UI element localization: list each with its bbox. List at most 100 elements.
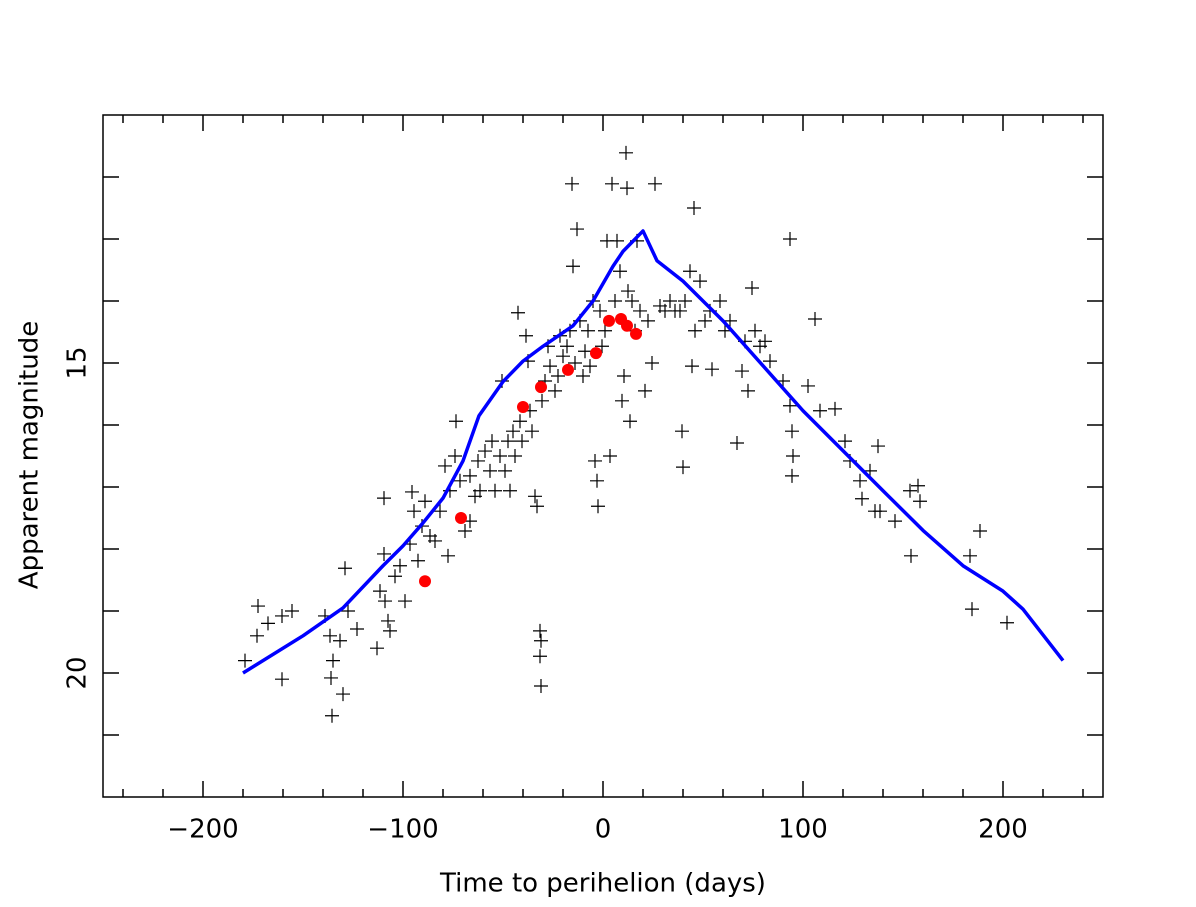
- data-point: [325, 708, 339, 723]
- data-point: [741, 383, 755, 398]
- x-tick-label: −200: [167, 815, 238, 845]
- data-point: [963, 548, 977, 563]
- data-point: [535, 393, 549, 408]
- data-point: [871, 439, 885, 454]
- data-point: [593, 303, 607, 318]
- data-point: [785, 424, 799, 439]
- data-point: [407, 504, 421, 519]
- data-point: [813, 403, 827, 418]
- x-tick-label: 100: [778, 815, 828, 845]
- data-point: [373, 584, 387, 599]
- data-point: [448, 449, 462, 463]
- data-point: [619, 145, 633, 160]
- x-tick-label: 200: [978, 815, 1028, 845]
- data-point: [566, 259, 580, 274]
- data-point: [748, 323, 762, 338]
- data-point: [853, 473, 867, 488]
- data-point: [713, 294, 727, 308]
- data-point: [275, 672, 289, 687]
- data-point: [581, 323, 595, 338]
- data-point: [441, 548, 455, 563]
- data-point: [676, 460, 690, 475]
- data-point: [745, 280, 759, 295]
- data-point: [515, 434, 529, 449]
- data-point: [705, 362, 719, 377]
- data-point: [687, 201, 701, 215]
- data-point: [453, 473, 467, 488]
- data-point: [483, 463, 497, 478]
- highlight-point: [590, 347, 602, 360]
- data-point: [333, 633, 347, 648]
- data-point: [261, 616, 275, 631]
- data-point: [617, 369, 631, 384]
- highlight-point: [621, 319, 633, 332]
- data-point: [508, 449, 522, 463]
- data-point: [458, 524, 472, 539]
- data-point: [498, 463, 512, 478]
- data-point: [623, 414, 637, 429]
- data-point: [341, 604, 355, 618]
- data-point: [838, 434, 852, 449]
- data-point: [641, 313, 655, 328]
- data-point: [663, 294, 677, 308]
- data-point: [965, 602, 979, 617]
- data-point: [551, 369, 565, 384]
- data-point: [418, 494, 432, 509]
- data-point: [560, 339, 574, 354]
- data-point: [633, 303, 647, 318]
- data-point: [591, 499, 605, 514]
- data-point: [904, 548, 918, 563]
- data-point: [534, 633, 548, 648]
- y-axis-title: Apparent magnitude: [15, 321, 45, 589]
- data-point: [888, 514, 902, 529]
- data-point: [688, 323, 702, 338]
- data-point: [471, 453, 485, 468]
- data-point: [463, 468, 477, 483]
- data-point: [503, 483, 517, 498]
- data-point: [588, 453, 602, 468]
- data-point: [565, 176, 579, 191]
- data-point: [533, 623, 547, 638]
- data-point: [913, 494, 927, 509]
- data-point: [570, 222, 584, 237]
- data-point: [370, 641, 384, 656]
- highlight-point: [535, 381, 547, 394]
- x-tick-label: −100: [367, 815, 438, 845]
- data-point: [478, 444, 492, 459]
- y-tick-label: 20: [63, 656, 93, 689]
- data-point: [758, 334, 772, 349]
- data-point: [625, 294, 639, 308]
- data-point: [323, 628, 337, 643]
- data-point: [238, 653, 252, 668]
- data-point: [763, 354, 777, 369]
- data-point: [449, 414, 463, 429]
- data-point: [556, 349, 570, 364]
- data-point: [377, 546, 391, 561]
- data-point: [568, 356, 582, 370]
- data-point: [534, 679, 548, 694]
- data-point: [576, 369, 590, 384]
- data-point: [783, 398, 797, 413]
- x-axis-title: Time to perihelion (days): [439, 869, 766, 899]
- data-point: [911, 478, 925, 493]
- data-point: [378, 594, 392, 609]
- data-point: [590, 473, 604, 488]
- data-point: [610, 233, 624, 248]
- data-point: [903, 483, 917, 498]
- data-point: [645, 356, 659, 370]
- model-curve: [242, 229, 1065, 675]
- data-point: [438, 458, 452, 473]
- data-point: [605, 176, 619, 191]
- data-point: [350, 621, 364, 636]
- data-point: [683, 264, 697, 279]
- highlight-point: [455, 512, 467, 524]
- data-point: [673, 303, 687, 318]
- data-point: [324, 670, 338, 685]
- data-point: [1000, 615, 1014, 630]
- data-point: [583, 359, 597, 374]
- data-point: [377, 491, 391, 506]
- y-tick-label: 15: [63, 346, 93, 379]
- data-point: [801, 378, 815, 393]
- data-point: [393, 558, 407, 573]
